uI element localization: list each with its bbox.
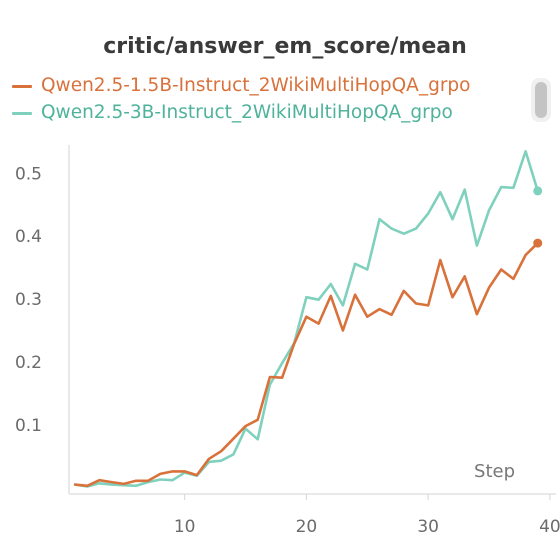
series-line-1 <box>73 241 540 488</box>
legend-scrollbar[interactable] <box>531 78 551 122</box>
y-tick-label: 0.1 <box>15 416 42 436</box>
legend-label-series-1: Qwen2.5-1.5B-Instruct_2WikiMultiHopQA_gr… <box>41 75 471 96</box>
legend-swatch-teal <box>12 111 32 115</box>
axes <box>68 145 556 495</box>
y-tick-label: 0.5 <box>15 164 42 184</box>
chart-title: critic/answer_em_score/mean <box>103 34 467 59</box>
y-tick-label: 0.2 <box>15 353 42 373</box>
y-tick-label: 0.3 <box>15 290 42 310</box>
y-tick-label: 0.4 <box>15 227 42 247</box>
series-line-2 <box>73 150 540 488</box>
legend-item-series-2[interactable]: Qwen2.5-3B-Instruct_2WikiMultiHopQA_grpo <box>12 102 453 123</box>
x-tick-label: 30 <box>417 517 439 537</box>
legend-scroll-thumb[interactable] <box>535 82 547 118</box>
series-lines <box>73 150 543 488</box>
legend-swatch-orange <box>12 84 32 88</box>
legend-item-series-1[interactable]: Qwen2.5-1.5B-Instruct_2WikiMultiHopQA_gr… <box>12 75 470 96</box>
series-end-point-2[interactable] <box>533 186 543 196</box>
x-tick-label: 40 <box>539 517 560 537</box>
x-tick-label: 10 <box>174 517 196 537</box>
tick-labels: 0.1 0.2 0.3 0.4 0.5 10 20 30 40 <box>15 164 560 537</box>
series-end-point-1[interactable] <box>533 238 543 248</box>
legend: Qwen2.5-1.5B-Instruct_2WikiMultiHopQA_gr… <box>12 72 542 130</box>
x-axis-label: Step <box>474 461 515 482</box>
x-tick-label: 20 <box>296 517 318 537</box>
legend-label-series-2: Qwen2.5-3B-Instruct_2WikiMultiHopQA_grpo <box>41 102 453 123</box>
